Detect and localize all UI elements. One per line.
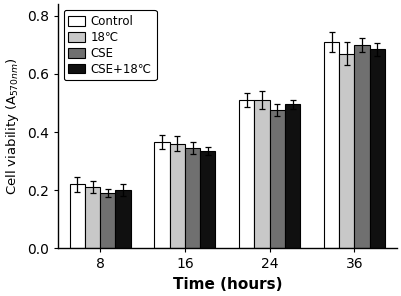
Bar — [185, 148, 200, 248]
Legend: Control, 18℃, CSE, CSE+18℃: Control, 18℃, CSE, CSE+18℃ — [64, 10, 156, 81]
Bar — [239, 100, 254, 248]
Bar — [285, 104, 300, 248]
Bar — [339, 54, 354, 248]
Bar — [324, 42, 339, 248]
Y-axis label: Cell viability (A$_{570nm}$): Cell viability (A$_{570nm}$) — [4, 57, 21, 195]
Bar — [115, 190, 131, 248]
Bar — [370, 49, 385, 248]
Bar — [154, 142, 170, 248]
Bar — [200, 151, 215, 248]
Bar — [100, 193, 115, 248]
Bar — [354, 45, 370, 248]
X-axis label: Time (hours): Time (hours) — [172, 277, 282, 292]
Bar — [85, 187, 100, 248]
Bar — [170, 144, 185, 248]
Bar — [254, 100, 270, 248]
Bar — [70, 184, 85, 248]
Bar — [270, 110, 285, 248]
